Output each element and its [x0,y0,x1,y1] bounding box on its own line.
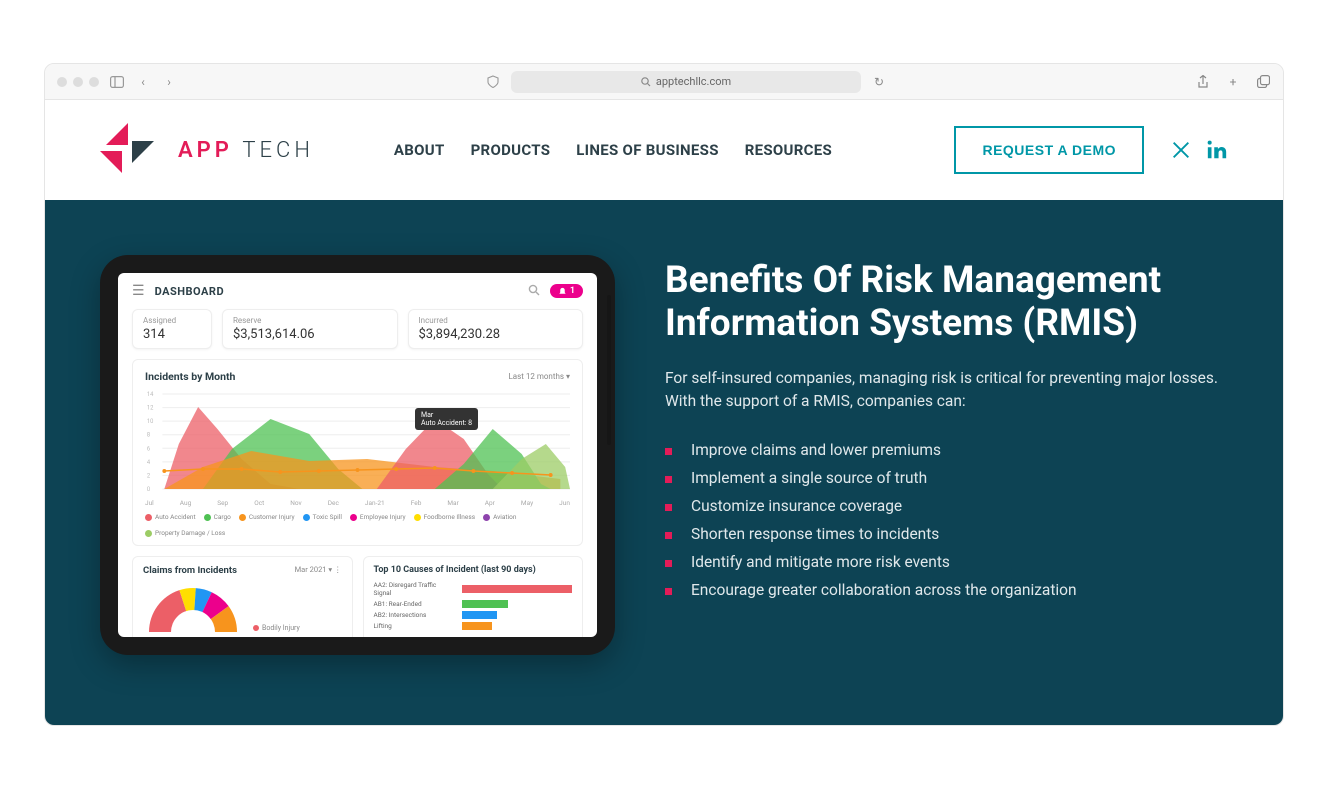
hero-title: Benefits Of Risk Management Information … [665,260,1228,345]
hero-bullets: Improve claims and lower premiumsImpleme… [665,436,1228,604]
claims-title: Claims from Incidents [143,565,237,576]
x-twitter-icon[interactable] [1170,139,1192,161]
area-chart-svg: 14 12 10 8 6 4 2 0 [145,389,570,494]
back-icon[interactable]: ‹ [135,74,151,90]
hero-bullet: Customize insurance coverage [665,492,1228,520]
nav-about[interactable]: ABOUT [394,141,445,159]
tabs-icon[interactable] [1255,74,1271,90]
legend-item: Foodborne Illness [414,513,476,521]
cause-bar-row: Lifting [374,622,573,630]
legend-item: Cargo [204,513,231,521]
svg-text:2: 2 [147,473,151,479]
share-icon[interactable] [1195,74,1211,90]
dashboard-title: DASHBOARD [155,285,225,298]
legend-item: Auto Accident [145,513,196,521]
chart-legend: Auto Accident Cargo Customer Injury Toxic S… [145,513,570,537]
new-tab-icon[interactable]: + [1225,74,1241,90]
hamburger-icon[interactable]: ☰ [132,283,145,299]
hero-bullet: Shorten response times to incidents [665,520,1228,548]
logo-mark-icon [100,123,160,178]
causes-title: Top 10 Causes of Incident (last 90 days) [374,565,536,575]
url-text: apptechllc.com [656,75,731,88]
traffic-light-min[interactable] [73,77,83,87]
notification-badge[interactable]: 1 [550,284,583,298]
traffic-lights [57,77,99,87]
svg-text:14: 14 [147,392,154,398]
legend-item: Aviation [483,513,516,521]
legend-item: Employee Injury [350,513,406,521]
chart-tooltip: Mar Auto Accident: 8 [415,408,478,430]
chart-x-axis: JulAugSepOctNovDecJan-21FebMarAprMayJun [145,499,570,507]
legend-item: Customer Injury [239,513,295,521]
hero-bullet: Identify and mitigate more risk events [665,548,1228,576]
logo[interactable]: APP TECH [100,123,314,178]
address-bar[interactable]: apptechllc.com [511,71,861,93]
chart-title: Incidents by Month [145,370,235,383]
hero-bullet: Implement a single source of truth [665,464,1228,492]
bottom-panels: Claims from Incidents Mar 2021 ▾ ⋮ Bodil… [118,556,597,637]
tablet-mockup: ☰ DASHBOARD 1 Assigned 314 [100,255,615,655]
stat-cards: Assigned 314 Reserve $3,513,614.06 Incur… [118,309,597,359]
nav-resources[interactable]: RESOURCES [745,141,832,159]
logo-text: APP TECH [178,138,314,163]
hero-paragraph: For self-insured companies, managing ris… [665,367,1228,414]
browser-toolbar: ‹ › apptechllc.com ↻ + [45,64,1283,100]
traffic-light-max[interactable] [89,77,99,87]
search-icon [641,77,651,87]
cause-bar-row: AB2: Intersections [374,611,573,619]
dashboard-header: ☰ DASHBOARD 1 [118,273,597,309]
dashboard-search-icon[interactable] [528,284,540,299]
sidebar-icon[interactable] [109,74,125,90]
shield-icon[interactable] [485,74,501,90]
legend-item: Toxic Spill [303,513,342,521]
hero-section: ☰ DASHBOARD 1 Assigned 314 [45,200,1283,725]
svg-text:12: 12 [147,406,154,412]
hero-content: Benefits Of Risk Management Information … [665,255,1228,655]
reload-icon[interactable]: ↻ [871,74,887,90]
svg-text:0: 0 [147,487,150,493]
legend-item: Property Damage / Loss [145,529,225,537]
stat-card-incurred: Incurred $3,894,230.28 [408,309,584,349]
causes-panel: Top 10 Causes of Incident (last 90 days)… [363,556,584,637]
stat-card-assigned: Assigned 314 [132,309,212,349]
pie-legend-item: Bodily Injury [262,624,300,632]
svg-text:10: 10 [147,419,153,425]
stat-card-reserve: Reserve $3,513,614.06 [222,309,398,349]
main-nav: ABOUT PRODUCTS LINES OF BUSINESS RESOURC… [394,141,832,159]
svg-text:4: 4 [147,460,151,466]
claims-filter[interactable]: Mar 2021 ▾ ⋮ [295,565,342,576]
forward-icon[interactable]: › [161,74,177,90]
request-demo-button[interactable]: REQUEST A DEMO [954,126,1144,174]
svg-text:6: 6 [147,446,151,452]
nav-lines[interactable]: LINES OF BUSINESS [576,141,718,159]
claims-panel: Claims from Incidents Mar 2021 ▾ ⋮ Bodil… [132,556,353,637]
site-header: APP TECH ABOUT PRODUCTS LINES OF BUSINES… [45,100,1283,200]
incidents-chart: Incidents by Month Last 12 months ▾ 14 12… [132,359,583,546]
legend-dot [253,625,259,631]
social-links [1170,139,1228,161]
hero-bullet: Improve claims and lower premiums [665,436,1228,464]
cause-bar-row: AB1: Rear-Ended [374,600,573,608]
pie-chart [143,582,243,632]
chart-filter[interactable]: Last 12 months ▾ [508,372,570,381]
nav-products[interactable]: PRODUCTS [471,141,551,159]
svg-text:8: 8 [147,433,150,439]
cause-bar-row: AA2: Disregard Traffic Signal [374,581,573,597]
hero-bullet: Encourage greater collaboration across t… [665,576,1228,604]
traffic-light-close[interactable] [57,77,67,87]
bell-icon [558,287,567,296]
dashboard-screenshot: ☰ DASHBOARD 1 Assigned 314 [118,273,597,637]
browser-window: ‹ › apptechllc.com ↻ + [44,63,1284,726]
linkedin-icon[interactable] [1206,139,1228,161]
